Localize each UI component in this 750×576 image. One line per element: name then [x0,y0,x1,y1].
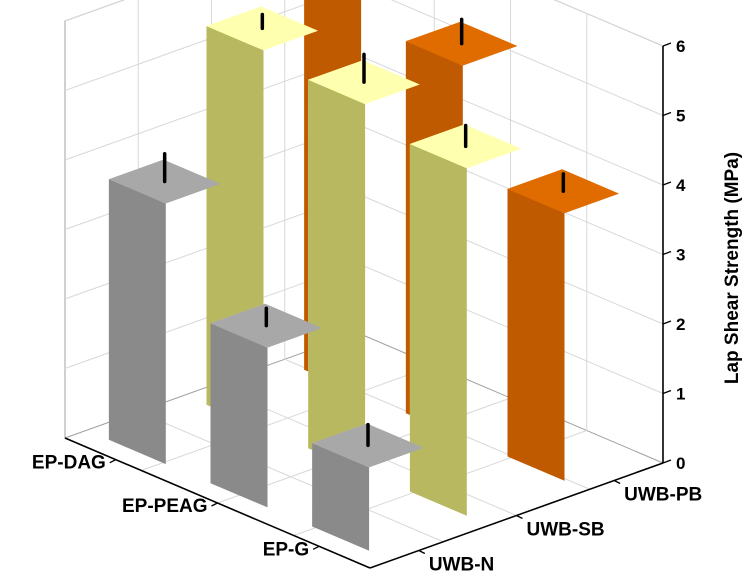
x-tick-label: EP-PEAG [122,496,208,517]
z-tick-label: 5 [676,107,685,126]
z-tick-label: 2 [676,315,685,334]
z-gridline [64,0,664,47]
bar-ep-peag-uwb-n [210,303,323,508]
z-tick [662,320,672,325]
z-tick-label: 0 [676,454,685,473]
x-tick [109,459,117,464]
bar-ep-peag-uwb-sb [308,52,420,473]
z-tick [662,389,672,395]
z-tick [662,250,672,256]
y-tick [613,479,621,485]
z-tick [662,181,672,186]
x-tick [211,502,218,507]
bar-face-right [210,323,268,508]
bar-ep-g-uwb-n [312,422,424,551]
x-tick-label: EP-DAG [32,453,106,474]
axes-layer: 0 1 2 3 4 5 6 EP-DAG EP-PEAG EP-G UWB-N UWB-SB UWB-P… [32,37,702,576]
y-tick-label: UWB-SB [527,520,605,541]
z-tick-label: 3 [676,246,685,265]
bar-face-right [507,188,565,481]
x-tick [312,545,320,550]
bar-ep-dag-uwb-n [108,151,221,465]
y-tick [516,514,523,520]
bar-face-right [409,144,467,516]
z-axis-label: Lap Shear Strength (MPa) [722,152,743,384]
bars-layer [108,0,620,551]
z-tick-label: 6 [676,37,685,56]
z-tick-label: 1 [676,385,685,404]
bar-face-right [312,443,370,551]
bar-ep-g-uwb-sb [409,123,522,516]
z-tick [662,459,672,464]
z-tick [662,111,672,117]
z-tick [662,42,672,47]
y-tick [418,549,426,555]
bar-face-right [308,79,366,473]
x-tick-label: EP-G [263,539,309,560]
bar-face-right [108,179,166,465]
y-tick-label: UWB-PB [624,485,702,506]
z-gridline [64,0,664,116]
y-tick-label: UWB-N [429,555,494,576]
z-tick-label: 4 [676,176,686,195]
bar-ep-g-uwb-pb [507,169,620,481]
floor-gridline [141,365,435,471]
